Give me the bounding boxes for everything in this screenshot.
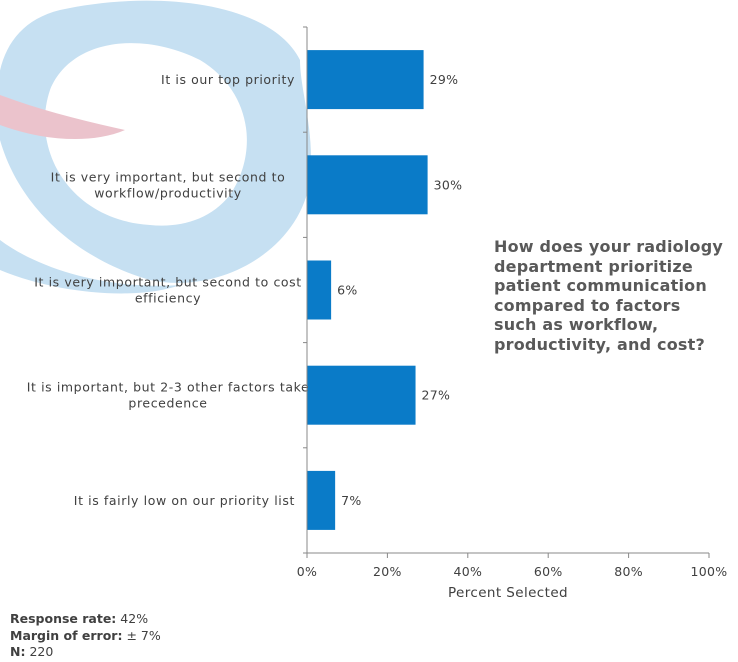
category-label-1: It is our top priority bbox=[161, 72, 295, 87]
bar-5 bbox=[307, 470, 336, 530]
bars-group bbox=[307, 50, 428, 530]
sample-size: N: 220 bbox=[10, 644, 161, 661]
data-label-5: 7% bbox=[341, 493, 361, 508]
x-tick-label-100: 100% bbox=[691, 564, 728, 579]
footer-stats: Response rate: 42% Margin of error: ± 7%… bbox=[10, 611, 161, 661]
sample-size-label: N: bbox=[10, 644, 26, 659]
x-tick-label-60: 60% bbox=[534, 564, 563, 579]
data-label-4: 27% bbox=[422, 388, 451, 403]
axes-group: 0% 20% 40% 60% 80% 100% bbox=[297, 26, 728, 579]
margin-of-error-label: Margin of error: bbox=[10, 627, 123, 643]
margin-of-error-value: ± 7% bbox=[126, 627, 161, 643]
data-label-2: 30% bbox=[434, 177, 463, 192]
response-rate-label: Response rate: bbox=[10, 611, 117, 626]
data-label-1: 29% bbox=[430, 72, 459, 87]
bar-2 bbox=[307, 155, 428, 215]
logo-arc-blue bbox=[0, 240, 180, 294]
x-tick-label-0: 0% bbox=[297, 564, 317, 579]
x-tick-label-80: 80% bbox=[614, 564, 643, 579]
x-tick-label-40: 40% bbox=[453, 564, 482, 579]
bar-3 bbox=[307, 260, 332, 320]
response-rate: Response rate: 42% bbox=[10, 611, 161, 628]
category-label-4: It is important, but 2-3 other factors t… bbox=[27, 380, 310, 411]
logo-swoosh-blue bbox=[0, 0, 311, 283]
data-labels: 29% 30% 6% 27% 7% bbox=[337, 72, 462, 508]
data-label-3: 6% bbox=[337, 283, 357, 298]
category-label-5: It is fairly low on our priority list bbox=[74, 493, 295, 508]
sample-size-value: 220 bbox=[29, 644, 54, 659]
logo-swoosh-pink bbox=[0, 95, 125, 140]
bar-1 bbox=[307, 50, 424, 110]
category-labels: It is our top priority It is very importa… bbox=[27, 72, 310, 508]
response-rate-value: 42% bbox=[120, 611, 149, 626]
category-label-2: It is very important, but second to workf… bbox=[51, 169, 286, 200]
x-axis-title: Percent Selected bbox=[448, 585, 568, 601]
survey-question: How does your radiology department prior… bbox=[494, 237, 723, 354]
bar-4 bbox=[307, 365, 416, 425]
margin-of-error: Margin of error: ± 7% bbox=[10, 628, 161, 645]
x-tick-label-20: 20% bbox=[373, 564, 402, 579]
category-label-3: It is very important, but second to cost… bbox=[34, 275, 302, 306]
